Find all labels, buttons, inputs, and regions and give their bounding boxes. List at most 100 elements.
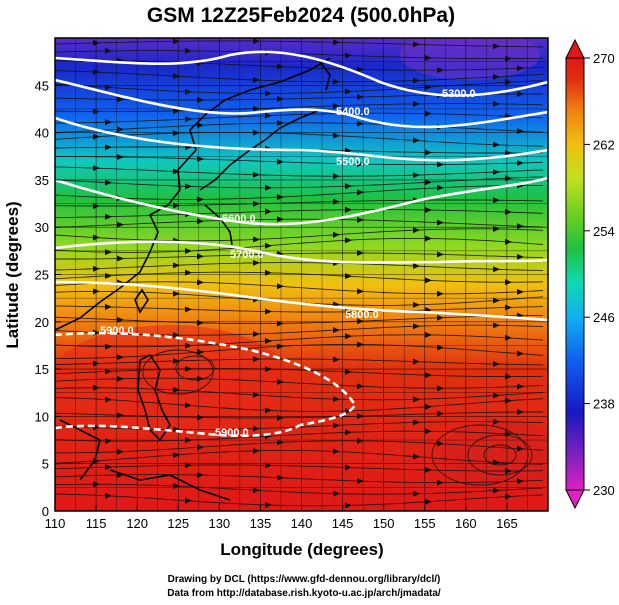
stream-arrow (117, 448, 124, 455)
warm-anomaly-east (440, 420, 548, 490)
stream-arrow (357, 250, 364, 257)
stream-arrow (277, 216, 284, 223)
stream-arrow (345, 183, 352, 190)
stream-arrow (173, 202, 180, 209)
stream-arrow (437, 161, 444, 168)
stream-arrow (493, 297, 500, 304)
stream-arrow (493, 266, 500, 273)
stream-arrow (357, 383, 364, 390)
stream-arrow (425, 84, 432, 91)
streamline (55, 209, 544, 218)
stream-arrow (425, 179, 432, 186)
height-contours-dashed (55, 331, 357, 438)
x-tick-label: 150 (373, 516, 395, 531)
stream-arrow (265, 112, 272, 119)
contour-5900-b (55, 423, 301, 438)
stream-arrow (333, 448, 340, 455)
x-tick-label: 140 (291, 516, 313, 531)
stream-arrow (105, 368, 112, 375)
y-axis: 0 5 10 15 20 25 30 35 40 45 (35, 78, 61, 519)
y-tick-label: 5 (42, 457, 49, 472)
stream-arrow (413, 41, 420, 48)
stream-arrow (253, 105, 260, 112)
stream-arrow (493, 43, 500, 50)
stream-arrow (437, 314, 444, 321)
x-tick-label: 160 (455, 516, 477, 531)
streamline (55, 411, 543, 419)
stream-arrow (493, 322, 500, 329)
stream-arrow (185, 248, 192, 255)
credit-line-1: Drawing by DCL (https://www.gfd-dennou.o… (168, 574, 441, 585)
stream-arrow (437, 479, 444, 486)
stream-arrow (93, 69, 100, 76)
stream-arrow (93, 108, 100, 115)
stream-arrow (517, 445, 524, 452)
stream-arrow (345, 308, 352, 315)
stream-arrow (437, 344, 444, 351)
stream-arrow (357, 437, 364, 444)
stream-arrow (517, 350, 524, 357)
streamline (55, 50, 544, 60)
stream-arrow (517, 288, 524, 295)
stream-arrow (105, 84, 112, 91)
colorbar-top-arrow (565, 38, 585, 59)
stream-arrow (265, 208, 272, 215)
stream-arrow (413, 301, 420, 308)
stream-arrow (345, 502, 352, 509)
stream-arrow (493, 361, 500, 368)
stream-arrow (437, 385, 444, 392)
streamline (55, 493, 544, 507)
contour-label: 5600.0 (222, 213, 256, 225)
stream-arrow (93, 360, 100, 367)
stream-arrow (345, 368, 352, 375)
stream-arrow (277, 343, 284, 350)
colorbar-tick-label: 246 (593, 310, 615, 325)
stream-arrow (117, 221, 124, 228)
stream-arrow (93, 202, 100, 209)
contour-5400 (55, 78, 548, 129)
x-tick-label: 130 (208, 516, 230, 531)
streamline (55, 40, 544, 48)
circulation-loop (431, 424, 529, 486)
stream-arrow (253, 77, 260, 84)
stream-arrow (413, 77, 420, 84)
stream-arrow (117, 412, 124, 419)
stream-arrow (173, 357, 180, 364)
stream-arrow (93, 39, 100, 46)
stream-arrow (413, 100, 420, 107)
contour-label: 5300.0 (442, 88, 476, 100)
streamlines (55, 40, 544, 507)
stream-arrow (277, 474, 284, 481)
stream-arrow (357, 120, 364, 127)
stream-arrow (277, 119, 284, 126)
y-tick-label: 10 (35, 409, 49, 424)
streamline (55, 70, 544, 83)
circulation-loop (175, 355, 215, 381)
stream-arrow (333, 231, 340, 238)
stream-arrow (105, 438, 112, 445)
stream-arrow (265, 407, 272, 414)
streamline (55, 80, 544, 94)
stream-arrow (413, 227, 420, 234)
stream-arrow (185, 306, 192, 313)
streamline (55, 237, 544, 253)
streamline (55, 218, 544, 228)
warm-anomaly (55, 325, 290, 435)
stream-arrow (493, 392, 500, 399)
stream-arrow (345, 52, 352, 59)
stream-arrow (357, 189, 364, 196)
stream-arrow (413, 172, 420, 179)
stream-arrow (493, 169, 500, 176)
streamline (55, 156, 544, 166)
x-tick-label: 115 (86, 516, 107, 531)
stream-arrow (357, 66, 364, 73)
stream-arrow (425, 206, 432, 213)
colorbar-tick-label: 230 (593, 483, 615, 498)
contour-label: 5400.0 (336, 106, 370, 118)
colorbar-tick-label: 270 (593, 51, 615, 66)
colorbar-tick-label: 238 (593, 397, 615, 412)
stream-arrow (345, 88, 352, 95)
y-tick-label: 40 (35, 126, 49, 141)
stream-arrow (105, 492, 112, 499)
streamline (55, 358, 544, 366)
